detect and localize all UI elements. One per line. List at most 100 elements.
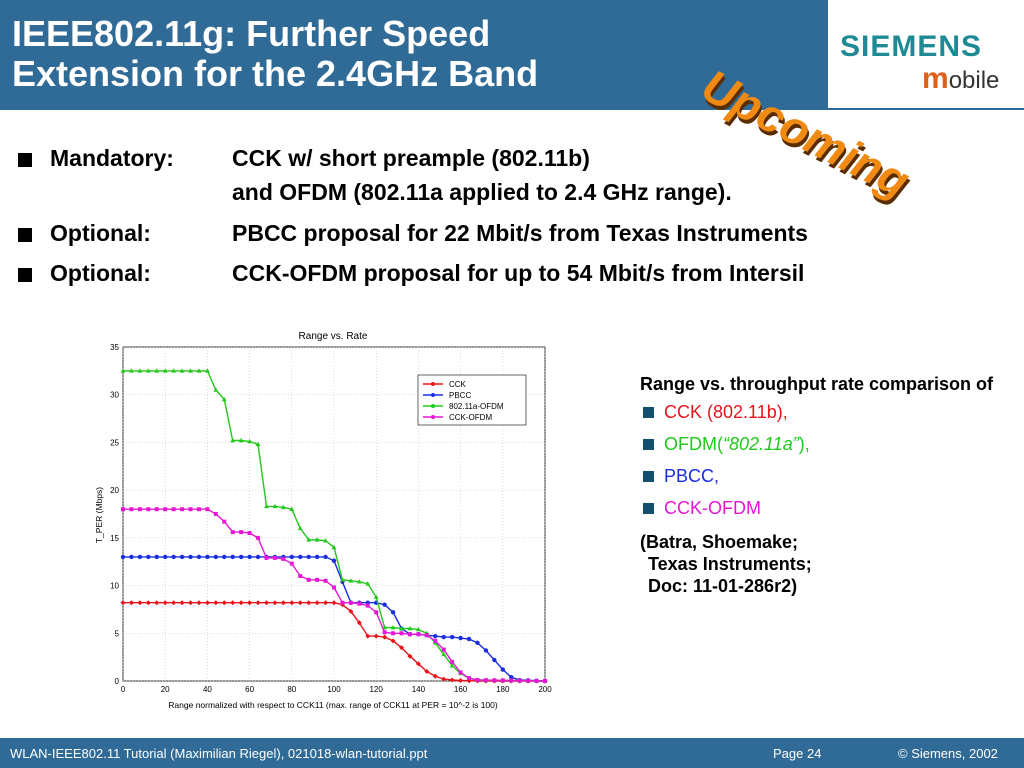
data-point [137, 507, 142, 512]
data-point [407, 625, 413, 631]
data-point [356, 579, 362, 584]
data-point [306, 600, 312, 606]
data-point [221, 396, 227, 402]
bullet-text: CCK w/ short preample (802.11b) [232, 145, 590, 171]
data-point [323, 600, 329, 606]
data-point [323, 538, 328, 543]
data-point [238, 437, 244, 443]
bullet-label: Mandatory: [50, 145, 174, 171]
data-point [145, 600, 151, 606]
x-tick-label: 200 [538, 685, 552, 694]
bullet-text-continued: and OFDM (802.11a applied to 2.4 GHz ran… [232, 179, 732, 205]
data-point [306, 537, 312, 542]
data-point [128, 600, 134, 606]
data-point [196, 600, 202, 606]
data-point [188, 554, 193, 560]
data-point [390, 624, 396, 630]
bullet-label: Optional: [50, 260, 151, 286]
data-point [162, 368, 168, 373]
mobile-logo-rest: obile [948, 67, 1000, 94]
slide-title-line-1: IEEE802.11g: Further Speed [12, 13, 491, 54]
siemens-mobile-logo [828, 0, 1024, 108]
data-point [256, 535, 261, 540]
data-point [247, 438, 252, 444]
data-point [247, 531, 252, 536]
data-point [213, 512, 218, 516]
data-point [441, 676, 447, 682]
siemens-logo-text: SIEMENS [840, 30, 983, 63]
data-point [399, 625, 404, 631]
data-point [314, 554, 320, 560]
data-point [500, 667, 505, 672]
data-point [356, 620, 362, 626]
data-point [213, 600, 219, 606]
data-point [449, 663, 455, 668]
data-point [433, 633, 438, 639]
data-point [188, 600, 194, 606]
bullet-text: PBCC proposal for 22 Mbit/s from Texas I… [232, 220, 808, 246]
x-tick-label: 80 [287, 685, 296, 694]
data-point [441, 634, 446, 640]
data-point [213, 554, 219, 560]
range-vs-rate-chart: Range vs. Rate 0 20 40 60 80 100 120 140 160 180 2… [94, 331, 552, 710]
data-point [154, 600, 160, 606]
data-point [373, 594, 379, 599]
data-point [272, 503, 278, 509]
data-point [391, 631, 396, 636]
data-point [441, 647, 446, 652]
data-point [509, 678, 514, 683]
bullet-text: CCK-OFDM proposal for up to 54 Mbit/s fr… [232, 260, 805, 286]
legend-item-cck: CCK (802.11b), [640, 397, 1010, 427]
data-point [289, 506, 295, 512]
data-point [332, 585, 336, 590]
data-point [348, 608, 354, 614]
data-point [340, 600, 345, 605]
data-point [272, 555, 277, 560]
title-bar: IEEE802.11g: Further Speed Extension for… [0, 0, 828, 108]
data-point [230, 530, 235, 535]
data-point [162, 600, 168, 606]
data-point [120, 554, 126, 560]
data-point [458, 635, 463, 641]
data-point [129, 507, 134, 512]
footer-page-number: Page 24 [773, 746, 822, 761]
data-point [407, 653, 413, 659]
legend-marker [431, 415, 435, 419]
data-point [129, 554, 134, 560]
data-point [180, 507, 185, 512]
legend-label: 802.11a-OFDM [449, 402, 504, 411]
legend-marker [431, 382, 435, 386]
data-point [306, 554, 311, 560]
chart-description: Range vs. throughput rate comparison of … [640, 373, 1010, 597]
data-point [137, 368, 143, 373]
data-point [238, 600, 244, 606]
data-point [483, 678, 488, 683]
data-point [264, 503, 269, 509]
data-point [171, 507, 176, 512]
data-point [492, 678, 497, 683]
bullet-item-optional-cck-ofdm: Optional: CCK-OFDM proposal for up to 54… [18, 260, 998, 300]
data-point [416, 626, 421, 632]
data-point [348, 578, 354, 583]
data-point [255, 600, 261, 606]
data-point [255, 554, 261, 560]
data-point [154, 368, 160, 373]
data-point [323, 578, 328, 583]
data-point [331, 544, 337, 550]
data-point [526, 678, 531, 683]
x-tick-label: 140 [412, 685, 426, 694]
chart-title: Range vs. Rate [299, 331, 368, 342]
data-point [449, 634, 455, 640]
data-point [171, 368, 177, 373]
legend-item-text-pre: OFDM( [664, 434, 723, 454]
mobile-logo-m: m [922, 62, 949, 95]
legend-item-cck-ofdm: CCK-OFDM [640, 493, 1010, 523]
data-point [458, 678, 464, 684]
data-point [179, 368, 185, 373]
data-point [509, 674, 514, 680]
y-tick-label: 25 [110, 438, 119, 447]
data-point [416, 632, 421, 637]
x-tick-label: 120 [370, 685, 384, 694]
y-tick-label: 20 [110, 486, 119, 495]
data-point [247, 554, 252, 560]
